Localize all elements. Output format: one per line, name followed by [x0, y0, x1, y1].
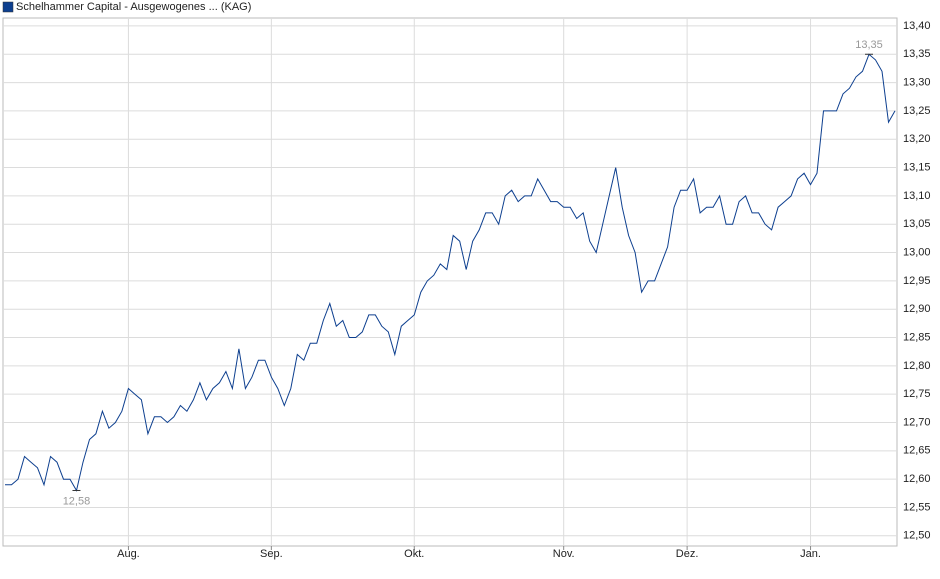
- y-tick-label: 12,55: [903, 501, 931, 513]
- y-tick-label: 12,85: [903, 331, 931, 343]
- y-tick-label: 12,90: [903, 303, 931, 315]
- y-tick-label: 12,95: [903, 275, 931, 287]
- y-tick-label: 13,10: [903, 190, 931, 202]
- price-line: [5, 53, 896, 492]
- y-tick-label: 12,70: [903, 416, 931, 428]
- y-tick-label: 12,75: [903, 388, 931, 400]
- y-tick-label: 13,40: [903, 20, 931, 32]
- x-tick-label: Nov.: [553, 548, 575, 560]
- y-tick-label: 13,25: [903, 105, 931, 117]
- legend-swatch: [2, 1, 14, 13]
- y-tick-label: 13,20: [903, 133, 931, 145]
- y-tick-label: 12,50: [903, 530, 931, 542]
- x-tick-label: Sep.: [260, 548, 283, 560]
- y-tick-label: 13,15: [903, 161, 931, 173]
- x-tick-label: Dez.: [676, 548, 699, 560]
- y-tick-label: 12,60: [903, 473, 931, 485]
- value-label: 13,35: [855, 39, 883, 51]
- y-tick-label: 13,35: [903, 48, 931, 60]
- legend-label: Schelhammer Capital - Ausgewogenes ... (…: [16, 1, 251, 13]
- y-tick-label: 12,80: [903, 360, 931, 372]
- y-tick-label: 13,00: [903, 246, 931, 258]
- plot-frame: [2, 17, 898, 547]
- y-tick-label: 13,30: [903, 76, 931, 88]
- y-tick-label: 12,65: [903, 445, 931, 457]
- x-tick-label: Okt.: [404, 548, 424, 560]
- value-label: 12,58: [63, 495, 91, 507]
- x-tick-label: Jan.: [800, 548, 821, 560]
- y-tick-label: 13,05: [903, 218, 931, 230]
- x-tick-label: Aug.: [117, 548, 140, 560]
